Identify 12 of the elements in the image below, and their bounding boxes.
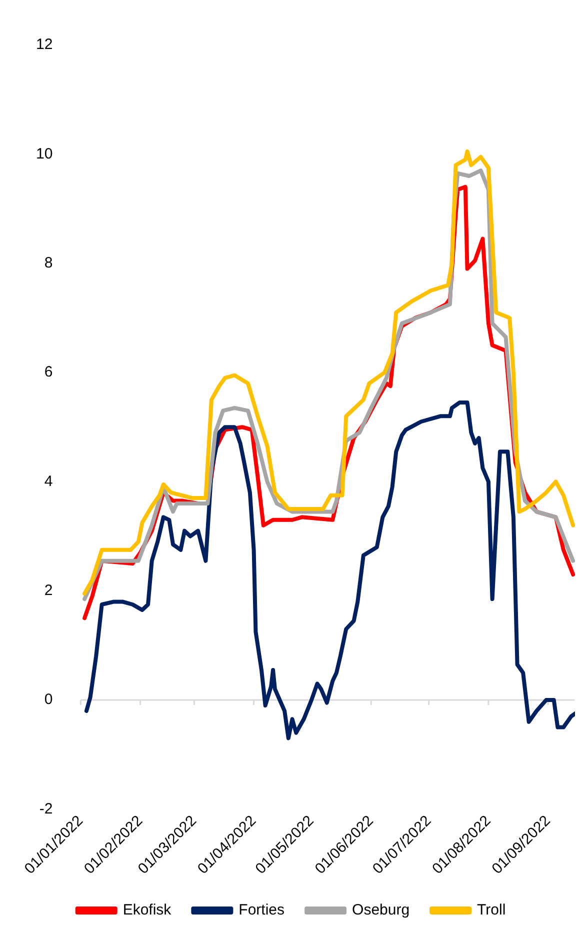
- y-tick-label: 0: [44, 691, 53, 708]
- legend-label: Troll: [477, 902, 506, 919]
- y-tick-label: 10: [36, 145, 53, 162]
- y-tick-label: 4: [44, 472, 53, 490]
- legend-label: Forties: [238, 902, 285, 919]
- y-tick-label: 12: [36, 36, 53, 54]
- y-tick-label: 6: [44, 364, 53, 381]
- y-tick-label: 8: [44, 254, 53, 272]
- legend-label: Ekofisk: [122, 902, 172, 919]
- y-tick-label: 2: [44, 582, 53, 599]
- y-tick-label: -2: [39, 800, 53, 818]
- legend-label: Oseburg: [352, 902, 410, 919]
